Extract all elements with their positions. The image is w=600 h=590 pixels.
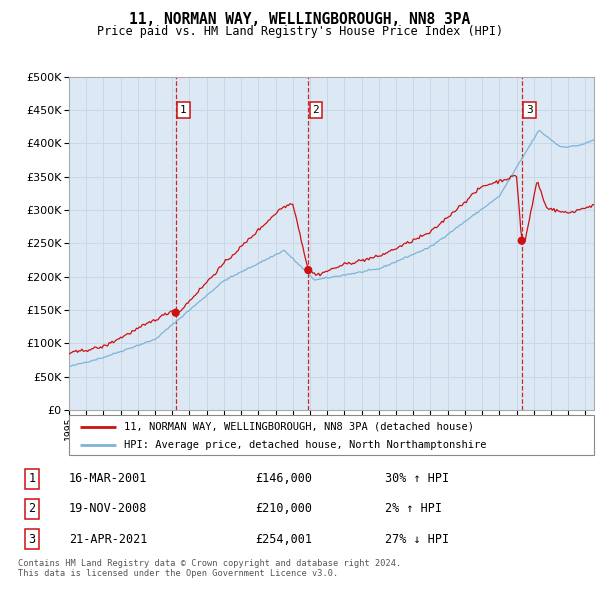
Text: 11, NORMAN WAY, WELLINGBOROUGH, NN8 3PA: 11, NORMAN WAY, WELLINGBOROUGH, NN8 3PA [130,12,470,27]
Text: HPI: Average price, detached house, North Northamptonshire: HPI: Average price, detached house, Nort… [124,440,487,450]
Point [304,266,313,275]
Text: 30% ↑ HPI: 30% ↑ HPI [385,472,449,485]
FancyBboxPatch shape [69,415,594,455]
Text: 11, NORMAN WAY, WELLINGBOROUGH, NN8 3PA (detached house): 11, NORMAN WAY, WELLINGBOROUGH, NN8 3PA … [124,422,474,432]
Text: Price paid vs. HM Land Registry's House Price Index (HPI): Price paid vs. HM Land Registry's House … [97,25,503,38]
Text: £210,000: £210,000 [255,502,312,516]
Text: £254,001: £254,001 [255,533,312,546]
Text: 2: 2 [29,502,35,516]
Text: 3: 3 [526,105,533,115]
Text: 16-MAR-2001: 16-MAR-2001 [69,472,147,485]
Text: 21-APR-2021: 21-APR-2021 [69,533,147,546]
Text: 1: 1 [180,105,187,115]
Text: 2: 2 [313,105,319,115]
Text: 19-NOV-2008: 19-NOV-2008 [69,502,147,516]
Text: 2% ↑ HPI: 2% ↑ HPI [385,502,442,516]
Text: Contains HM Land Registry data © Crown copyright and database right 2024.: Contains HM Land Registry data © Crown c… [18,559,401,568]
Text: £146,000: £146,000 [255,472,312,485]
Text: 3: 3 [29,533,35,546]
Text: 1: 1 [29,472,35,485]
Point [517,236,527,245]
Text: This data is licensed under the Open Government Licence v3.0.: This data is licensed under the Open Gov… [18,569,338,578]
Text: 27% ↓ HPI: 27% ↓ HPI [385,533,449,546]
Point [171,308,181,317]
